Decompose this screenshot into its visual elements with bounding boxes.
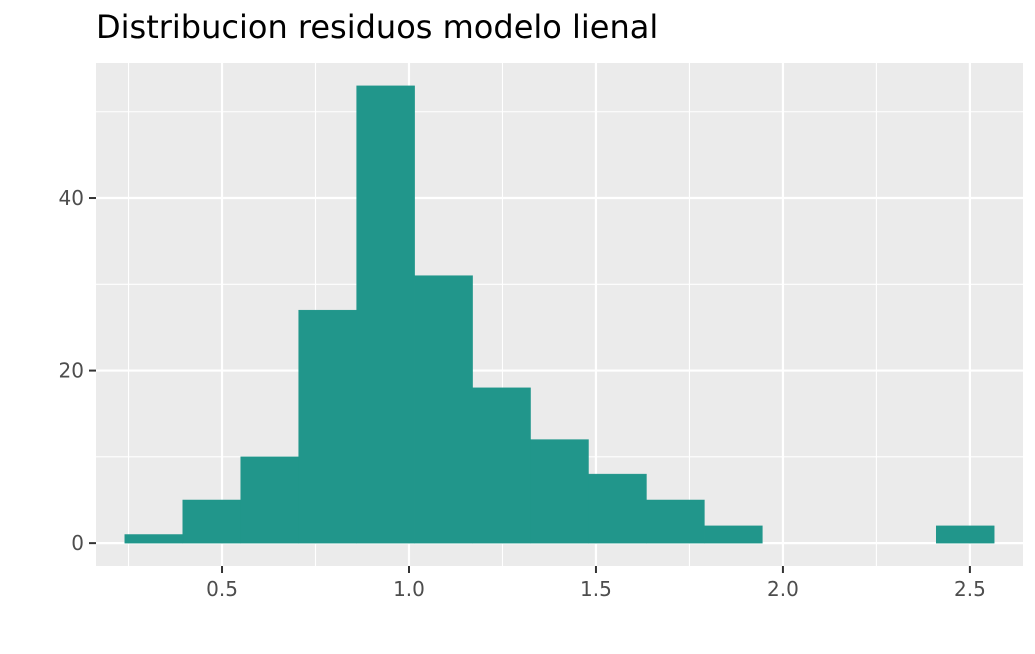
- x-tick-label: 2.0: [767, 577, 799, 601]
- histogram-bar: [298, 309, 357, 544]
- histogram-bar: [646, 499, 705, 544]
- histogram-bar: [704, 525, 763, 544]
- x-tick-label: 0.5: [206, 577, 238, 601]
- histogram-bar: [182, 499, 241, 544]
- y-tick-label: 0: [71, 531, 84, 555]
- histogram-bar: [240, 456, 299, 544]
- x-tick-label: 2.5: [954, 577, 986, 601]
- y-tick-label: 40: [59, 186, 84, 210]
- histogram-bar: [414, 275, 473, 544]
- histogram-bar: [935, 525, 995, 544]
- histogram-bars: [124, 85, 995, 544]
- chart-title: Distribucion residuos modelo lienal: [96, 8, 659, 46]
- x-tick-label: 1.5: [580, 577, 612, 601]
- y-tick-label: 20: [59, 359, 84, 383]
- x-tick-label: 1.0: [393, 577, 425, 601]
- histogram-bar: [124, 534, 184, 544]
- histogram-bar: [472, 387, 531, 544]
- histogram-bar: [530, 439, 589, 544]
- major-gridlines: [96, 63, 1023, 566]
- x-axis: 0.5 1.0 1.5 2.0 2.5: [206, 566, 986, 601]
- y-axis: 0 20 40: [59, 186, 96, 555]
- histogram-bar: [588, 473, 647, 544]
- histogram-bar: [356, 85, 415, 544]
